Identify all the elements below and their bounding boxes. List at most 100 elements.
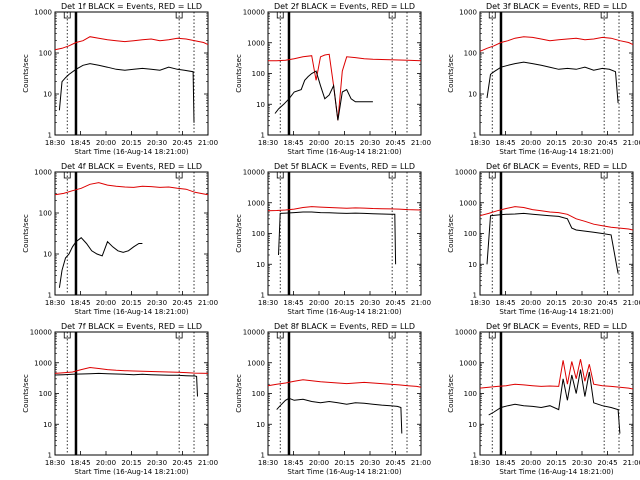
panel-3: Det 3f BLACK = Events, RED = LLD 1 10 100 10… [447, 2, 640, 156]
y-tick-label: 1000 [247, 39, 265, 47]
x-tick-label: 18:45 [495, 139, 515, 147]
x-axis-label: Start Time (16-Aug-14 18:21:00) [499, 148, 613, 156]
x-tick-label: 20:45 [597, 139, 617, 147]
y-tick-label: 100 [252, 230, 265, 238]
y-axis-label: Counts/sec [235, 214, 243, 253]
series-events-line [486, 61, 619, 104]
panel-9: Det 9f BLACK = Events, RED = LLD 1 10 100 10… [447, 322, 640, 476]
x-tick-label: 20:15 [546, 459, 566, 467]
x-tick-label: 20:45 [385, 459, 405, 467]
x-tick-label: 21:00 [623, 459, 640, 467]
series-events-line [58, 63, 195, 123]
x-tick-label: 20:45 [385, 139, 405, 147]
y-tick-label: 1000 [247, 359, 265, 367]
y-tick-label: 1 [261, 132, 265, 140]
x-axis-label: Start Time (16-Aug-14 18:21:00) [499, 468, 613, 476]
x-axis-label: Start Time (16-Aug-14 18:21:00) [287, 308, 401, 316]
x-tick-label: 20:45 [385, 299, 405, 307]
marker-box [175, 331, 183, 339]
x-tick-label: 20:00 [309, 299, 329, 307]
marker-box [488, 171, 496, 179]
series-lld-line [267, 379, 422, 388]
marker-box [175, 11, 183, 19]
x-tick-label: 20:30 [360, 139, 380, 147]
panel-title: Det 8f BLACK = Events, RED = LLD [274, 322, 415, 331]
marker-box [63, 331, 71, 339]
y-tick-label: 1000 [459, 199, 477, 207]
x-tick-label: 21:00 [198, 299, 218, 307]
y-tick-label: 100 [464, 390, 477, 398]
series-events-line [274, 70, 373, 121]
series-events-line [58, 237, 143, 288]
x-tick-label: 20:15 [121, 459, 141, 467]
x-tick-label: 20:30 [147, 299, 167, 307]
marker-box [388, 11, 396, 19]
y-axis-label: Counts/sec [235, 374, 243, 413]
panel-6: Det 6f BLACK = Events, RED = LLD 1 10 100 10… [447, 162, 640, 316]
y-tick-label: 1000 [34, 9, 52, 17]
y-tick-label: 10 [43, 421, 52, 429]
x-tick-label: 18:45 [70, 299, 90, 307]
plot-frame [267, 331, 422, 456]
x-tick-label: 20:15 [334, 139, 354, 147]
series-lld-line [479, 206, 634, 231]
x-tick-label: 18:30 [45, 459, 65, 467]
plot-frame [54, 331, 209, 456]
x-tick-label: 20:30 [572, 459, 592, 467]
panel-title: Det 2f BLACK = Events, RED = LLD [274, 2, 415, 11]
y-tick-label: 100 [39, 50, 52, 58]
plot-frame [479, 171, 634, 296]
y-tick-label: 1 [261, 292, 265, 300]
x-tick-label: 20:30 [572, 299, 592, 307]
marker-box [388, 171, 396, 179]
series-lld-line [54, 366, 209, 374]
x-tick-label: 18:45 [283, 459, 303, 467]
y-tick-label: 100 [39, 390, 52, 398]
x-tick-label: 18:30 [258, 139, 278, 147]
y-tick-label: 1 [473, 132, 477, 140]
x-tick-label: 18:30 [470, 459, 490, 467]
x-tick-label: 20:15 [546, 139, 566, 147]
panel-title: Det 3f BLACK = Events, RED = LLD [486, 2, 627, 11]
marker-box [276, 11, 284, 19]
marker-box [276, 171, 284, 179]
y-tick-label: 10 [256, 421, 265, 429]
y-tick-label: 100 [464, 230, 477, 238]
x-tick-label: 20:45 [172, 139, 192, 147]
y-axis-label: Counts/sec [22, 54, 30, 93]
marker-box [600, 171, 608, 179]
plot-frame [267, 11, 422, 136]
y-axis-label: Counts/sec [22, 214, 30, 253]
x-tick-label: 18:30 [258, 459, 278, 467]
plot-frame [479, 11, 634, 136]
y-tick-label: 100 [252, 390, 265, 398]
plot-frame [54, 171, 209, 296]
panel-5: Det 5f BLACK = Events, RED = LLD 1 10 100 10… [235, 162, 431, 316]
panel-title: Det 1f BLACK = Events, RED = LLD [61, 2, 202, 11]
y-tick-label: 1 [473, 292, 477, 300]
panel-title: Det 6f BLACK = Events, RED = LLD [486, 162, 627, 171]
series-lld-line [267, 206, 422, 212]
x-tick-label: 20:00 [96, 459, 116, 467]
y-axis-label: Counts/sec [22, 374, 30, 413]
x-axis-label: Start Time (16-Aug-14 18:21:00) [287, 468, 401, 476]
y-tick-label: 1 [48, 132, 52, 140]
panel-2: Det 2f BLACK = Events, RED = LLD 1 10 100 10… [235, 2, 431, 156]
y-tick-label: 1 [48, 452, 52, 460]
y-tick-label: 10000 [243, 169, 265, 177]
panel-8: Det 8f BLACK = Events, RED = LLD 1 10 100 10… [235, 322, 431, 476]
x-tick-label: 20:30 [360, 299, 380, 307]
y-tick-label: 10 [256, 261, 265, 269]
y-axis-label: Counts/sec [447, 54, 455, 93]
y-tick-label: 1 [473, 452, 477, 460]
x-tick-label: 20:45 [172, 459, 192, 467]
series-events-line [278, 211, 397, 265]
x-tick-label: 18:45 [283, 299, 303, 307]
y-tick-label: 10000 [455, 169, 477, 177]
y-axis-label: Counts/sec [235, 54, 243, 93]
y-tick-label: 100 [464, 50, 477, 58]
y-tick-label: 10000 [30, 329, 52, 337]
x-tick-label: 20:45 [597, 459, 617, 467]
y-tick-label: 100 [252, 70, 265, 78]
